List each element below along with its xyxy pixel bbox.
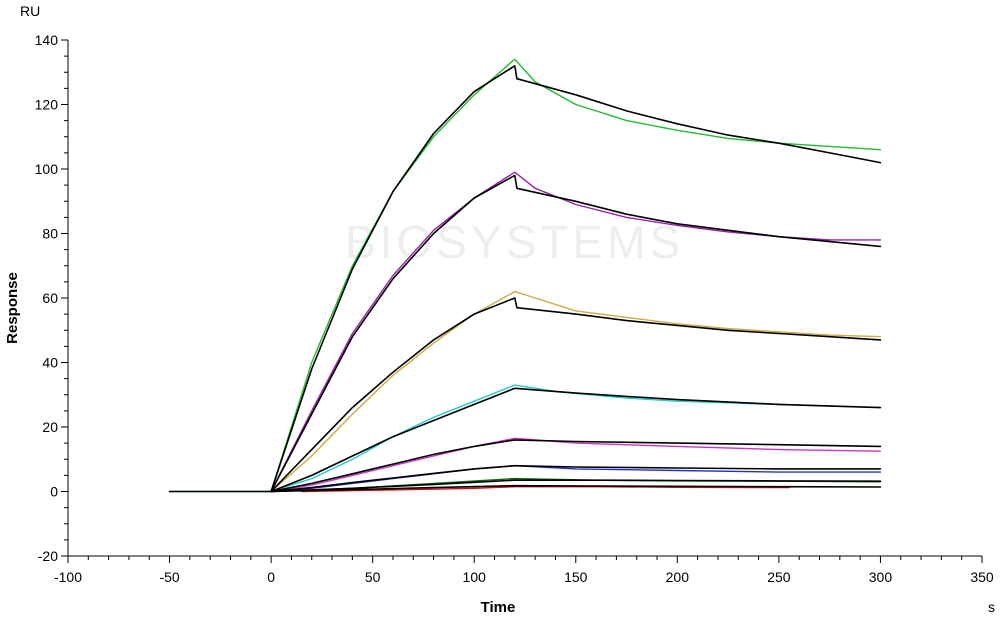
x-tick-label: 50 [365,569,381,585]
y-tick-label: 140 [35,32,59,48]
y-tick-label: 20 [42,419,58,435]
watermark-text: BIOSYSTEMS [345,216,684,268]
y-tick-label: 120 [35,97,59,113]
fit-curve-12 [270,439,882,493]
x-unit-label: s [988,599,995,615]
response-curve-2 [270,290,882,493]
x-tick-label: 100 [463,569,487,585]
x-tick-label: 150 [564,569,588,585]
response-curve-4 [270,437,882,493]
y-tick-label: 40 [42,355,58,371]
fit-curve-11 [270,387,882,493]
y-ticks: -20 0 20 40 60 80 100 120 140 [35,32,68,564]
fit-curve-13 [270,464,882,493]
y-tick-label: 0 [50,484,58,500]
fit-curve-10 [270,297,882,493]
x-tick-label: 350 [970,569,994,585]
x-tick-label: 0 [267,569,275,585]
response-curve-7 [300,486,790,493]
y-tick-label: 60 [42,290,58,306]
y-tick-label: 80 [42,226,58,242]
x-tick-label: 300 [869,569,893,585]
fit-curve-15 [270,484,882,493]
x-tick-label: 200 [666,569,690,585]
y-tick-label: 100 [35,161,59,177]
x-tick-label: 250 [767,569,791,585]
response-curve-0 [168,58,882,493]
response-curve-3 [270,384,882,493]
fit-curve-8 [168,65,882,493]
fit-curve-14 [270,479,882,493]
axes: -100 -50 0 50 100 150 200 250 300 350 -20 0 20 40 60 8… [35,32,994,585]
x-axis-title: Time [481,599,516,616]
series-layer [168,58,882,493]
x-tick-label: -100 [54,569,82,585]
watermark: BIOSYSTEMS [345,216,684,268]
fit-curve-9 [270,174,882,493]
x-tick-label: -50 [159,569,179,585]
plot-area [168,58,882,493]
x-ticks: -100 -50 0 50 100 150 200 250 300 350 [54,556,994,585]
y-axis-title: Response [4,272,21,344]
y-unit-label: RU [20,3,40,19]
y-tick-label: -20 [38,548,58,564]
